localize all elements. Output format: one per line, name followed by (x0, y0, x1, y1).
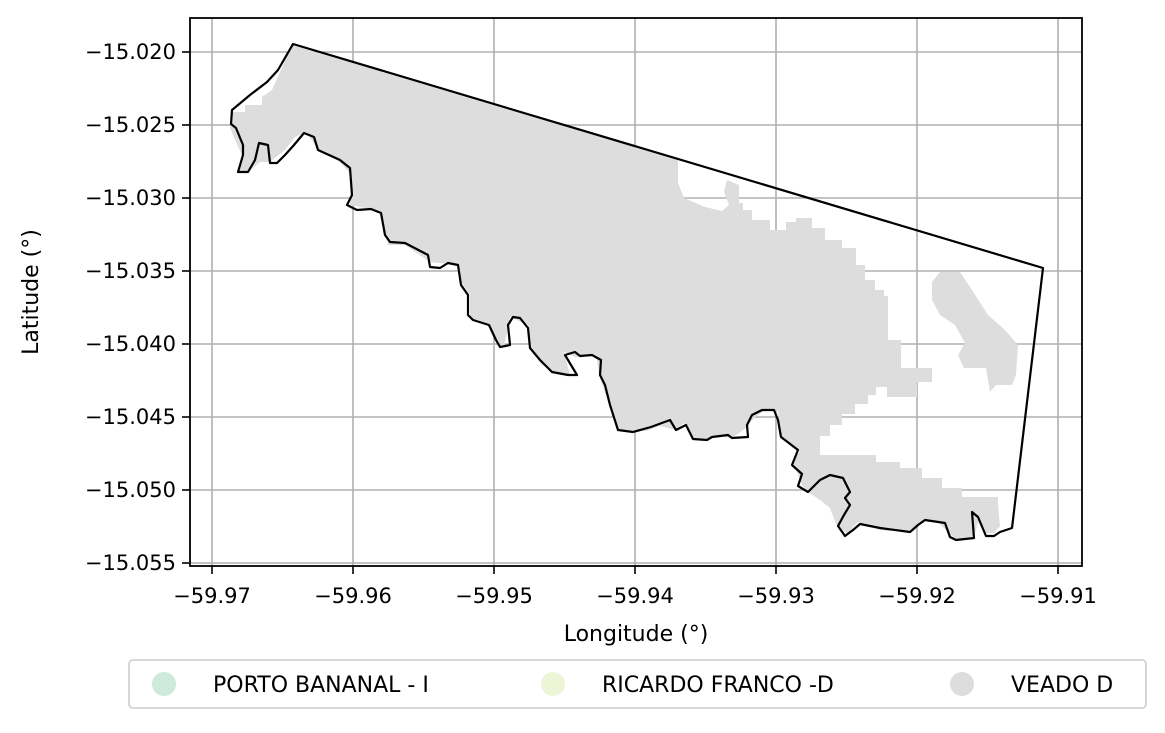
legend-label-veado-d: VEADO D (1011, 673, 1113, 698)
y-tick-label-2: −15.025 (85, 113, 176, 137)
legend-label-ricardo-franco: RICARDO FRANCO -D (602, 673, 834, 698)
x-tick-label-5: −59.93 (737, 584, 815, 608)
y-tick-label-3: −15.030 (85, 186, 176, 210)
x-axis-label: Longitude (°) (564, 622, 709, 647)
legend-swatch-porto-bananal (152, 672, 176, 696)
x-tick-label-3: −59.95 (455, 584, 533, 608)
legend: PORTO BANANAL - I RICARDO FRANCO -D VEAD… (128, 659, 1147, 709)
x-tick-label-1: −59.97 (173, 584, 251, 608)
y-tick-label-7: −15.050 (85, 478, 176, 502)
veado-d-east-patch (932, 272, 1018, 392)
legend-frame (128, 659, 1147, 709)
veado-d-area (230, 45, 1018, 540)
veado-d-main-polygon (230, 45, 1000, 540)
y-axis-label: Latitude (°) (19, 229, 44, 355)
x-tick-label-7: −59.91 (1019, 584, 1097, 608)
x-tick-label-2: −59.96 (314, 584, 392, 608)
tick-marks (182, 51, 1059, 574)
y-tick-label-1: −15.020 (85, 40, 176, 64)
x-tick-label-4: −59.94 (596, 584, 674, 608)
x-tick-label-6: −59.92 (878, 584, 956, 608)
legend-label-porto-bananal: PORTO BANANAL - I (213, 673, 429, 698)
x-tick-labels: −59.97 −59.96 −59.95 −59.94 −59.93 −59.9… (173, 584, 1097, 608)
boundary-outline (229, 42, 1045, 542)
y-tick-label-8: −15.055 (85, 551, 176, 575)
y-tick-label-5: −15.040 (85, 332, 176, 356)
legend-swatch-ricardo-franco (541, 672, 565, 696)
legend-swatch-veado-d (950, 672, 974, 696)
y-tick-labels: −15.020 −15.025 −15.030 −15.035 −15.040 … (85, 40, 176, 575)
y-tick-label-4: −15.035 (85, 259, 176, 283)
y-tick-label-6: −15.045 (85, 405, 176, 429)
plot-frame (189, 17, 1083, 567)
